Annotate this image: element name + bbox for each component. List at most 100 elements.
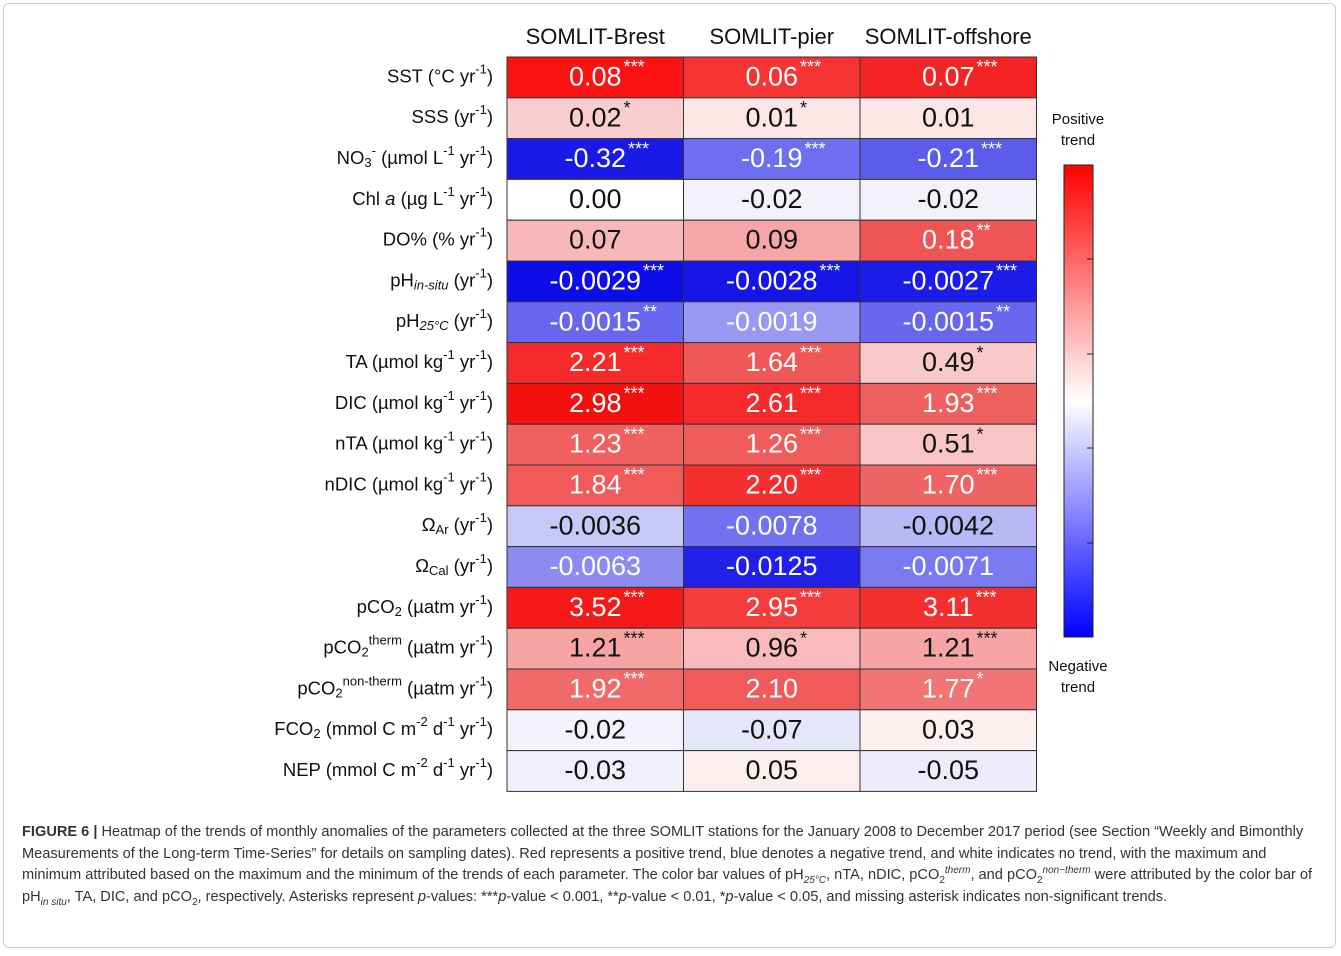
label-part: in-situ [414,278,449,293]
label-part: yr [455,759,476,780]
cell-value: 1.92 [569,674,622,704]
cell-value: 0.03 [922,714,975,744]
label-part: -1 [475,592,487,607]
label-part: ) [487,596,493,617]
label-part: -1 [475,429,487,444]
significance-stars: * [977,669,984,689]
caption-part: , TA, DIC, and pCO [66,888,192,905]
caption-part: Heatmap of the trends of monthly anomali… [22,824,1304,883]
significance-stars: ** [996,302,1010,322]
significance-stars: *** [624,669,645,689]
heatmap-cell [683,260,861,303]
cell-value: 0.09 [745,225,798,255]
heatmap-cell [506,586,684,629]
label-part: d [428,718,443,739]
cell-value: -0.07 [741,714,803,744]
label-part: pCO [357,596,395,617]
label-part: ) [487,432,493,453]
label-part: -1 [475,551,487,566]
colorbar-label-line: trend [1061,132,1095,149]
label-part: (µatm yr [402,596,475,617]
cell-value: -0.0036 [549,510,641,540]
label-part: Cal [429,563,449,578]
row-label: pHin-situ (yr-1) [390,266,493,293]
caption-part: in situ [40,896,67,908]
significance-stars: *** [800,384,821,404]
significance-stars: *** [624,628,645,648]
label-part: -1 [443,470,455,485]
significance-stars: * [800,628,807,648]
label-part: 25°C [419,319,450,334]
colorbar-label-line: trend [1061,679,1095,696]
cell-value: 2.21 [569,347,622,377]
significance-stars: *** [624,424,645,444]
row-label: pCO2non-therm (µatm yr-1) [297,674,493,701]
cell-value: -0.32 [564,143,626,173]
row-label: SSS (yr-1) [412,103,493,127]
caption-part: 2 [939,874,945,886]
cell-value: -0.0078 [726,510,818,540]
label-part: ) [487,392,493,413]
label-part: SSS (yr [412,106,476,127]
cell-value: -0.02 [564,714,626,744]
colorbar-label-line: Negative [1048,658,1107,675]
cell-value: -0.0042 [902,510,994,540]
label-part: -1 [443,388,455,403]
significance-stars: *** [800,465,821,485]
heatmap-cell [859,56,1037,99]
caption-part: -value < 0.01, * [626,888,726,905]
cell-value: 0.18 [922,225,975,255]
label-part: NO [337,147,365,168]
label-part: pH [390,269,414,290]
heatmap-cell [506,382,684,425]
cell-value: 0.07 [569,225,622,255]
label-part: d [428,759,443,780]
caption-part: -value < 0.05, and missing asterisk indi… [733,888,1168,905]
cell-value: 2.61 [745,388,798,418]
label-part: (yr [449,310,476,331]
label-part: -1 [475,674,487,689]
heatmap-cell [506,342,684,384]
label-part: yr [455,351,476,372]
cell-value: 0.00 [569,184,622,214]
label-part: DIC (µmol kg [335,392,443,413]
label-part: ) [487,106,493,127]
label-part: (mmol C m [321,718,417,739]
heatmap-cell [683,423,861,466]
label-part: yr [455,473,476,494]
caption-part: FIGURE 6 | [22,824,98,840]
heatmap-cell [506,219,684,262]
cell-value: 0.06 [745,62,798,92]
label-part: -1 [475,307,487,322]
label-part: a [385,188,395,209]
row-label: ΩAr (yr-1) [422,511,493,538]
cell-value: 1.84 [569,470,622,500]
cell-value: 1.93 [922,388,975,418]
caption-part: 2 [1036,874,1043,886]
heatmap-cell [683,668,861,711]
cell-value: -0.0028 [726,266,818,296]
label-part: pCO [323,636,361,657]
heatmap-cell [859,750,1037,792]
label-part: nDIC (µmol kg [325,473,444,494]
row-label: pCO2 (µatm yr-1) [357,592,493,619]
label-part: 2 [395,604,402,619]
label-part: yr [455,718,476,739]
row-label: nDIC (µmol kg-1 yr-1) [325,470,493,494]
cell-value: -0.02 [741,184,803,214]
colorbar-label-line: Positive [1052,111,1105,128]
row-label: DO% (% yr-1) [383,225,493,249]
label-part: yr [455,432,476,453]
label-part: - [372,143,376,158]
label-part: -1 [475,755,487,770]
heatmap-cell [506,750,684,792]
label-part: -1 [475,388,487,403]
label-part: (µatm yr [402,636,475,657]
caption-part: p [417,888,426,905]
label-part: DO% (% yr [383,228,476,249]
cell-value: -0.0029 [549,266,641,296]
heatmap-cell [683,97,861,140]
label-part: ) [487,269,493,290]
label-part: (yr [449,555,476,576]
